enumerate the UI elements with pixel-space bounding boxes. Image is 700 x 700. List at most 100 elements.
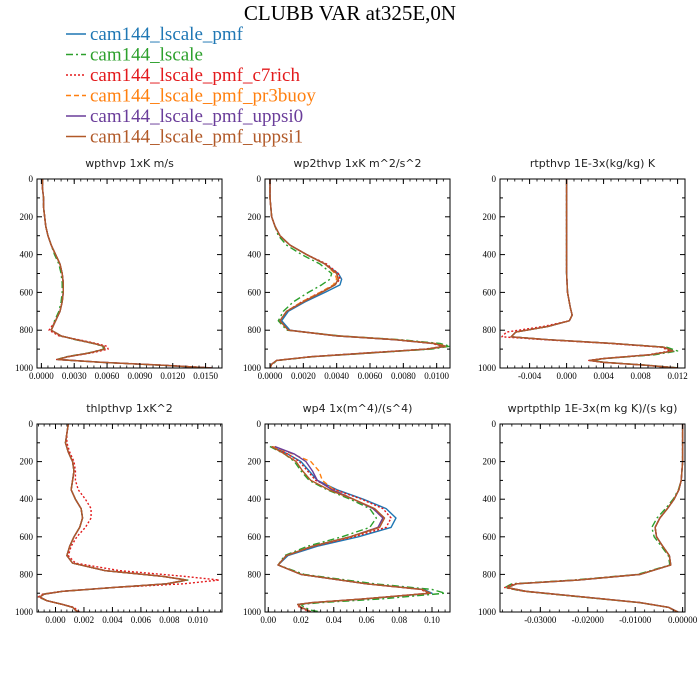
series-group bbox=[37, 424, 220, 612]
series-line-cam144_lscale_pmf_uppsi1 bbox=[506, 424, 684, 612]
x-tick-label: 0.000 bbox=[45, 615, 66, 625]
legend-label: cam144_lscale bbox=[90, 45, 203, 66]
series-group bbox=[501, 179, 680, 368]
plot-frame bbox=[499, 178, 686, 369]
x-tick-label: 0.0150 bbox=[193, 371, 218, 381]
panel-title: rtpthvp 1E-3x(kg/kg) K bbox=[530, 157, 656, 170]
legend-label: cam144_lscale_pmf bbox=[90, 24, 244, 45]
x-tick-label: 0.0100 bbox=[424, 371, 449, 381]
y-tick-label: 600 bbox=[483, 287, 497, 297]
x-tick-label: 0.0090 bbox=[128, 371, 153, 381]
legend-label: cam144_lscale_pmf_pr3buoy bbox=[90, 86, 316, 107]
series-group bbox=[269, 179, 450, 368]
x-tick-label: 0.010 bbox=[188, 615, 209, 625]
series-line-cam144_lscale_pmf bbox=[510, 179, 678, 368]
x-tick-label: 0.06 bbox=[359, 615, 375, 625]
x-tick-label: 0.10 bbox=[424, 615, 440, 625]
y-tick-label: 1000 bbox=[243, 607, 262, 617]
y-tick-label: 1000 bbox=[478, 363, 497, 373]
y-tick-label: 800 bbox=[20, 325, 34, 335]
series-line-cam144_lscale_pmf_uppsi0 bbox=[510, 179, 678, 368]
x-tick-label: 0.002 bbox=[74, 615, 94, 625]
y-tick-label: 400 bbox=[248, 250, 262, 260]
series-line-cam144_lscale_pmf_uppsi1 bbox=[269, 179, 446, 368]
series-line-cam144_lscale bbox=[269, 445, 446, 612]
x-tick-label: -0.01000 bbox=[619, 615, 652, 625]
y-tick-label: 800 bbox=[248, 325, 262, 335]
panel-title: wp2thvp 1xK m^2/s^2 bbox=[293, 157, 421, 170]
x-tick-label: 0.008 bbox=[630, 371, 651, 381]
panel-4: thlpthvp 1xK^2 0 200 400 600 800 1000 0.000 0.00… bbox=[15, 402, 223, 625]
series-line-cam144_lscale_pmf_uppsi0 bbox=[269, 179, 446, 368]
y-tick-label: 800 bbox=[20, 569, 34, 579]
series-line-cam144_lscale_pmf bbox=[269, 179, 448, 368]
y-tick-label: 400 bbox=[20, 250, 34, 260]
series-line-cam144_lscale_pmf_uppsi1 bbox=[41, 179, 212, 368]
series-line-cam144_lscale_pmf bbox=[506, 424, 684, 612]
x-tick-label: 0.0040 bbox=[324, 371, 349, 381]
panel-6: wprtpthlp 1E-3x(m kg K)/(s kg) 0 200 400 600… bbox=[478, 402, 698, 625]
y-tick-label: 200 bbox=[483, 457, 497, 467]
y-tick-label: 200 bbox=[20, 457, 34, 467]
panel-3: rtpthvp 1E-3x(kg/kg) K 0 200 400 600 800 1000 -… bbox=[478, 157, 688, 381]
series-group bbox=[504, 424, 684, 612]
y-tick-label: 200 bbox=[248, 457, 262, 467]
y-tick-label: 800 bbox=[248, 569, 262, 579]
x-tick-label: 0.000 bbox=[556, 371, 577, 381]
legend: cam144_lscale_pmfcam144_lscalecam144_lsc… bbox=[66, 24, 316, 148]
y-tick-label: 200 bbox=[483, 212, 497, 222]
y-tick-label: 600 bbox=[20, 532, 34, 542]
x-tick-label: -0.02000 bbox=[572, 615, 605, 625]
series-line-cam144_lscale_pmf_pr3buoy bbox=[41, 179, 212, 368]
figure-title: CLUBB VAR at325E,0N bbox=[244, 1, 456, 25]
x-tick-label: 0.0000 bbox=[29, 371, 54, 381]
y-tick-label: 0 bbox=[29, 174, 34, 184]
series-line-cam144_lscale_pmf_uppsi0 bbox=[41, 179, 212, 368]
y-tick-label: 0 bbox=[492, 174, 497, 184]
panel-title: wprtpthlp 1E-3x(m kg K)/(s kg) bbox=[508, 402, 678, 415]
x-tick-label: 0.02 bbox=[293, 615, 309, 625]
y-tick-label: 600 bbox=[248, 532, 262, 542]
x-tick-label: 0.0080 bbox=[391, 371, 416, 381]
plot-frame bbox=[36, 178, 223, 369]
x-tick-label: 0.00000 bbox=[668, 615, 698, 625]
panel-title: wp4 1x(m^4)/(s^4) bbox=[303, 402, 413, 415]
series-line-cam144_lscale bbox=[504, 424, 684, 612]
series-line-cam144_lscale_pmf_pr3buoy bbox=[506, 424, 684, 612]
series-line-cam144_lscale_pmf_pr3buoy bbox=[269, 179, 448, 368]
x-tick-label: 0.0060 bbox=[95, 371, 120, 381]
y-tick-label: 600 bbox=[483, 532, 497, 542]
y-tick-label: 600 bbox=[20, 287, 34, 297]
legend-label: cam144_lscale_pmf_uppsi0 bbox=[90, 106, 303, 127]
x-tick-label: 0.0060 bbox=[358, 371, 383, 381]
series-line-cam144_lscale_pmf_pr3buoy bbox=[510, 179, 678, 368]
y-tick-label: 400 bbox=[20, 494, 34, 504]
plot-frame bbox=[36, 423, 223, 613]
x-tick-label: 0.0000 bbox=[258, 371, 283, 381]
panel-title: thlpthvp 1xK^2 bbox=[86, 402, 173, 415]
y-tick-label: 1000 bbox=[478, 607, 497, 617]
plot-frame bbox=[264, 178, 451, 369]
legend-label: cam144_lscale_pmf_uppsi1 bbox=[90, 127, 303, 148]
y-tick-label: 400 bbox=[483, 494, 497, 504]
y-tick-label: 0 bbox=[257, 174, 262, 184]
x-tick-label: 0.0020 bbox=[291, 371, 316, 381]
panel-title: wpthvp 1xK m/s bbox=[85, 157, 174, 170]
y-tick-label: 200 bbox=[248, 212, 262, 222]
series-line-cam144_lscale_pmf_c7rich bbox=[37, 424, 220, 612]
legend-label: cam144_lscale_pmf_c7rich bbox=[90, 65, 300, 86]
x-tick-label: 0.004 bbox=[593, 371, 614, 381]
x-tick-label: 0.0120 bbox=[160, 371, 185, 381]
series-line-cam144_lscale_pmf bbox=[41, 179, 212, 368]
x-tick-label: 0.006 bbox=[131, 615, 152, 625]
series-line-cam144_lscale_pmf_uppsi1 bbox=[271, 445, 432, 612]
y-tick-label: 800 bbox=[483, 325, 497, 335]
series-group bbox=[41, 179, 214, 368]
y-tick-label: 400 bbox=[483, 250, 497, 260]
series-line-cam144_lscale_pmf_c7rich bbox=[501, 179, 677, 368]
series-group bbox=[269, 445, 446, 612]
